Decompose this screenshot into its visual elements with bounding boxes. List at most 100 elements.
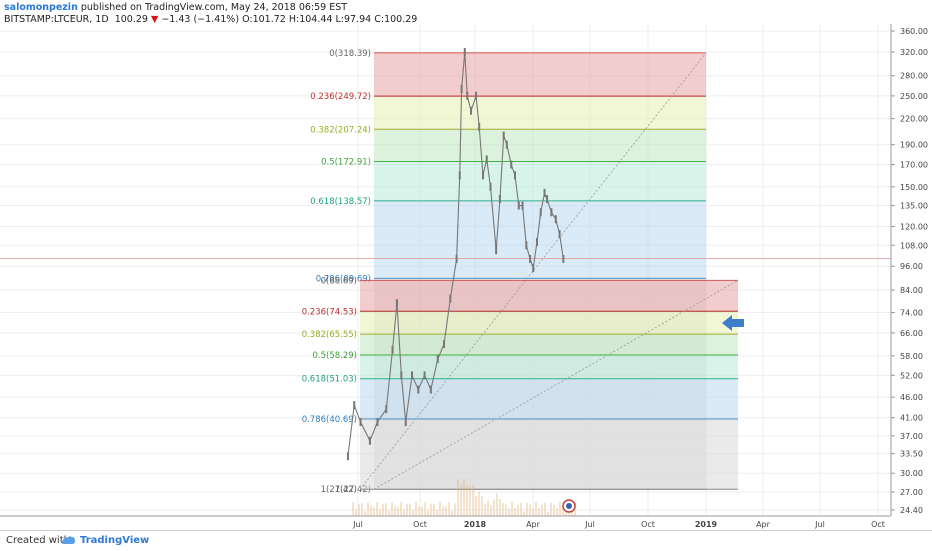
fib-level-label: 0(318.39) [329, 49, 371, 59]
volume-bar [556, 507, 558, 516]
volume-bar [469, 486, 471, 516]
symbol-line: BITSTAMP:LTCEUR, 1D 100.29 ▼ −1.43 (−1.4… [4, 14, 417, 26]
fib-level-label: 0.382(65.55) [302, 330, 357, 340]
volume-bar [436, 509, 438, 516]
y-tick-label: 58.00 [900, 352, 923, 361]
candle-mark [558, 230, 561, 239]
candle-mark [475, 91, 478, 100]
x-tick-label: 2018 [464, 520, 487, 529]
volume-bar [352, 502, 354, 516]
candle-mark [489, 182, 492, 191]
y-tick-label: 66.00 [900, 329, 923, 338]
fib-band [360, 355, 738, 379]
candle-mark [391, 345, 394, 354]
price-chart[interactable]: 0(318.39) 0.236(249.72) 0.382(207.24) 0.5(1… [0, 24, 932, 530]
candle-mark [514, 171, 516, 180]
y-tick-label: 30.00 [900, 469, 923, 478]
volume-bar [409, 503, 411, 516]
fib-band [374, 52, 706, 97]
fib-band [360, 280, 738, 312]
y-tick-label: 27.00 [900, 488, 923, 497]
fib-band [360, 334, 738, 356]
tradingview-link[interactable]: TradingView [80, 535, 150, 546]
volume-bar [361, 503, 363, 516]
close-label: C: [374, 14, 385, 25]
volume-bar [529, 504, 531, 516]
trend-lines [0, 52, 891, 490]
candle-mark [353, 401, 356, 410]
candle-mark [546, 195, 549, 204]
fib-band [374, 129, 706, 162]
price-series [346, 47, 565, 461]
candle-mark [478, 122, 481, 131]
volume-bar [388, 510, 390, 516]
candle-mark [470, 106, 473, 115]
low-value: 97.94 [344, 14, 372, 25]
fib-level-label: 0.786(89.69) [316, 274, 371, 284]
volume-bar [466, 485, 468, 516]
candle-mark [359, 418, 362, 427]
down-triangle-icon: ▼ [151, 14, 159, 25]
y-tick-label: 46.00 [900, 393, 923, 402]
volume-bar [457, 479, 459, 516]
y-tick-label: 220.00 [900, 115, 928, 124]
volume-bar [517, 505, 519, 516]
price-change: −1.43 (−1.41%) [161, 14, 240, 25]
volume-bar [406, 503, 408, 516]
author-name[interactable]: salomonpezin [4, 2, 78, 13]
volume-bar [502, 503, 504, 516]
fib-level-label: 0(88.69) [321, 276, 357, 286]
volume-bar [574, 502, 576, 516]
fib-band [360, 311, 738, 335]
candle-mark [346, 452, 349, 461]
trend-line [373, 279, 739, 490]
volume-bar [523, 511, 525, 516]
fib-band [374, 161, 706, 201]
volume-bar [442, 506, 444, 516]
candle-mark [550, 208, 553, 217]
volume-bar [490, 505, 492, 516]
volume-bar [418, 506, 420, 516]
published-text: published on TradingView.com, May 24, 20… [80, 2, 348, 13]
volume-bar [544, 502, 546, 516]
volume-bar [427, 510, 429, 516]
fib-level-label: 0.236(74.53) [302, 307, 357, 317]
candle-mark [510, 160, 513, 169]
fib-level-label: 0.618(51.03) [302, 375, 357, 385]
candle-mark [449, 294, 452, 303]
volume-bar [535, 502, 537, 516]
x-tick-label: 2019 [695, 520, 718, 529]
volume-bar [355, 508, 357, 516]
volume-bar [541, 504, 543, 516]
y-tick-label: 41.00 [900, 414, 923, 423]
volume-bar [520, 502, 522, 516]
volume-bar [412, 510, 414, 516]
trend-line [359, 52, 707, 490]
candle-mark [543, 188, 546, 197]
y-tick-label: 320.00 [900, 48, 928, 57]
volume-bar [403, 509, 405, 516]
volume-bar [538, 508, 540, 516]
volume-bars [352, 478, 576, 516]
volume-bar [475, 496, 477, 516]
candle-mark [443, 340, 446, 349]
volume-bar [439, 502, 441, 516]
y-tick-label: 96.00 [900, 262, 923, 271]
chart-header: salomonpezin published on TradingView.co… [0, 0, 932, 26]
chart-marks [562, 315, 744, 513]
volume-bar [550, 502, 552, 516]
fib-band [374, 96, 706, 130]
volume-bar [526, 502, 528, 516]
x-tick-label: Oct [641, 520, 655, 529]
x-tick-label: Oct [871, 520, 885, 529]
volume-bar [571, 511, 573, 516]
volume-bar [508, 508, 510, 516]
candle-mark [521, 201, 524, 210]
close-value: 100.29 [384, 14, 418, 25]
volume-bar [460, 485, 462, 516]
candle-mark [466, 91, 469, 100]
fib-level-label: 0.618(138.57) [310, 197, 371, 207]
candle-mark [532, 264, 535, 273]
fib-band [360, 378, 738, 419]
last-price: 100.29 [114, 14, 148, 25]
